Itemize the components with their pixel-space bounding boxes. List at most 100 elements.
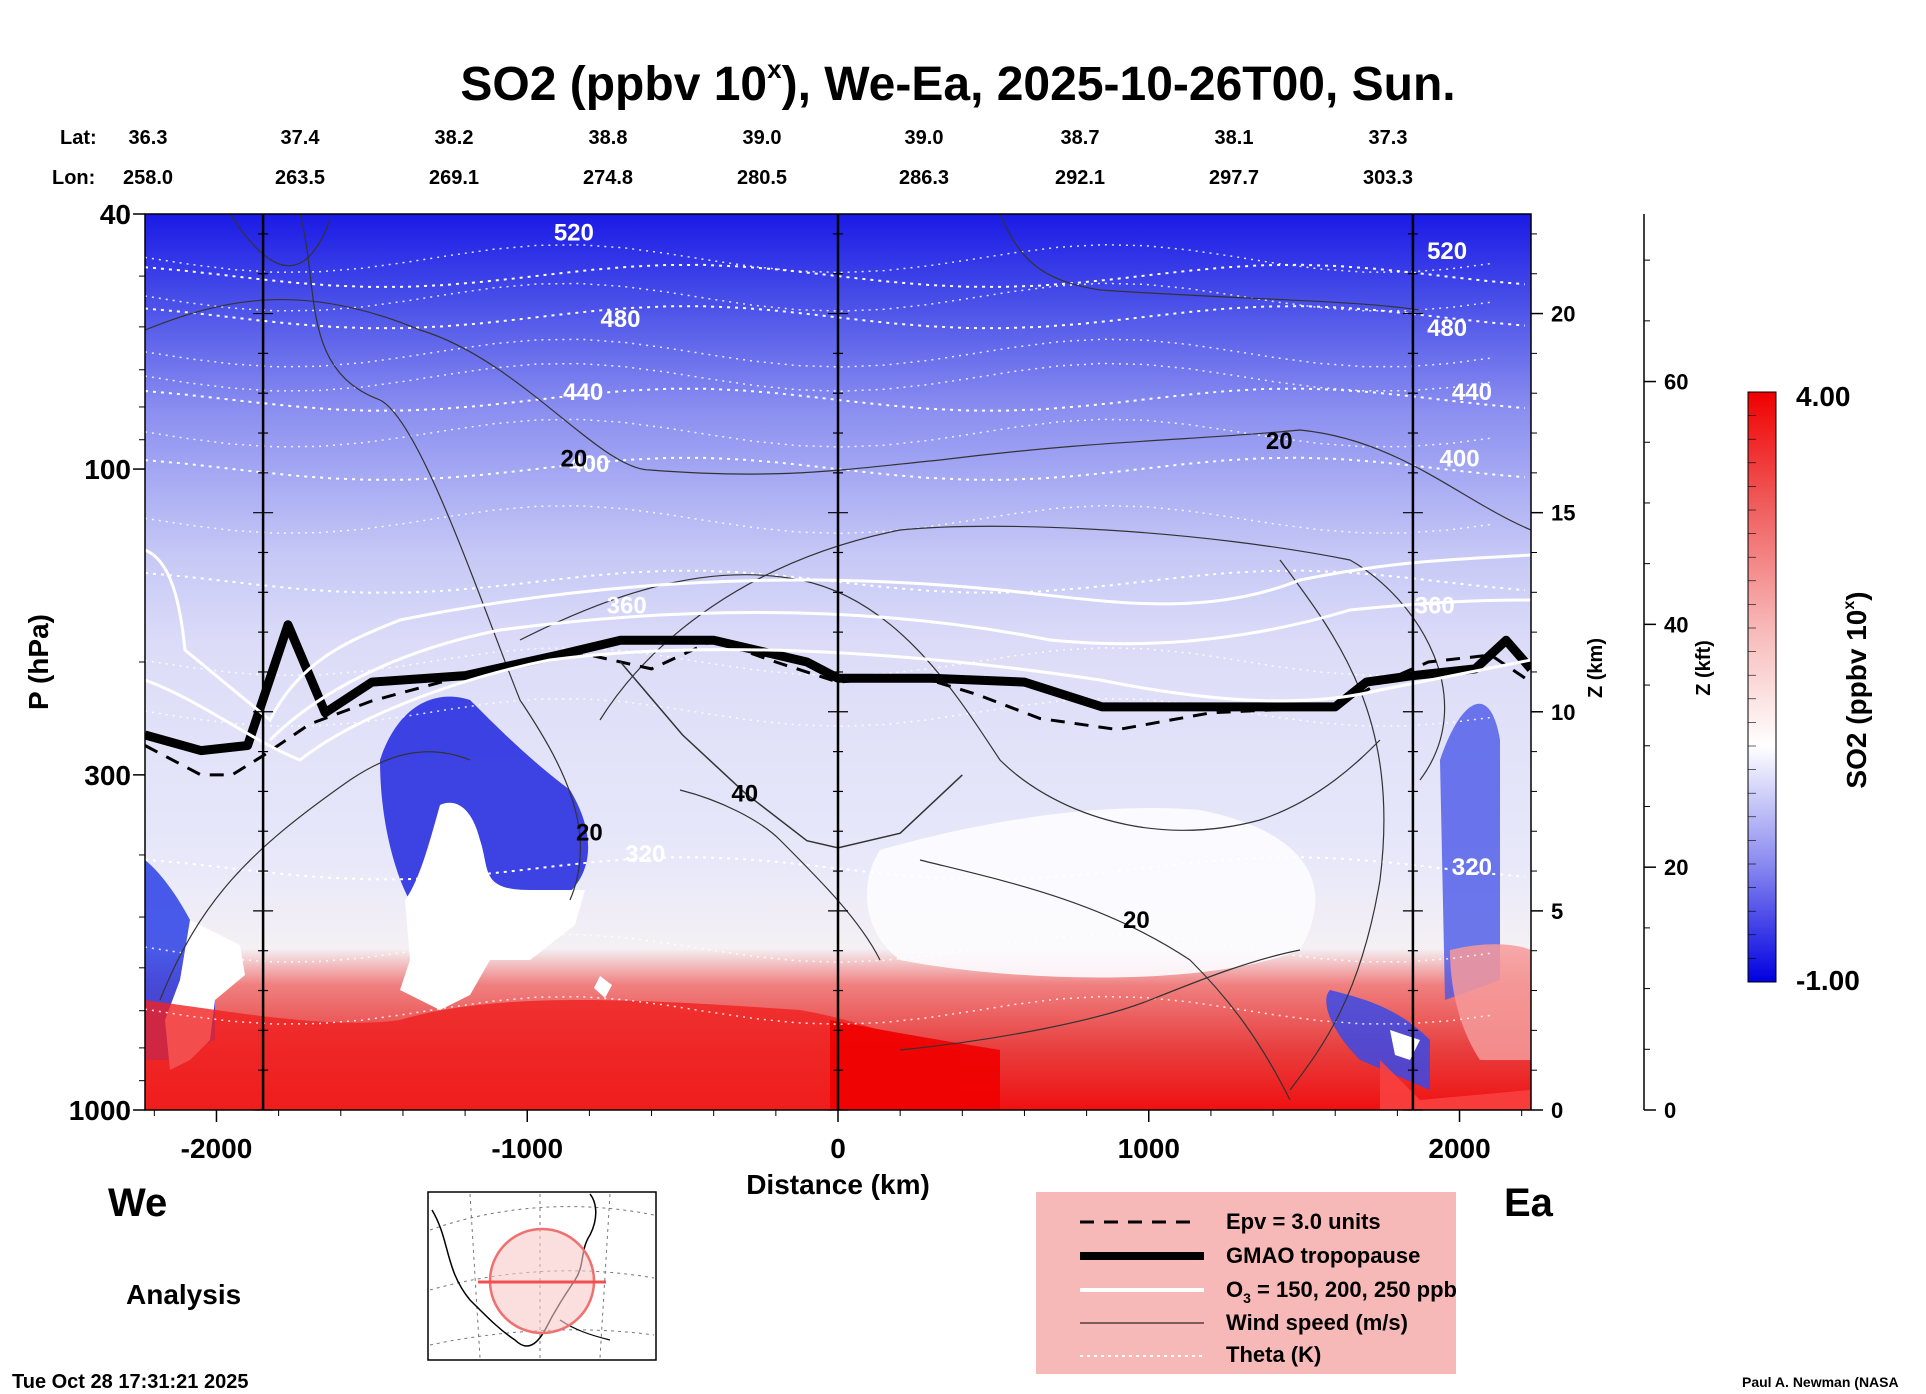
analysis-label: Analysis (126, 1279, 241, 1310)
lat-value: 37.4 (281, 127, 321, 149)
theta-line (145, 243, 1494, 274)
theta-lines (145, 243, 1525, 1026)
theta-line (145, 263, 1525, 288)
timestamp: Tue Oct 28 17:31:21 2025 (12, 1371, 248, 1393)
legend-label-tropopause: GMAO tropopause (1226, 1243, 1420, 1268)
wind-contour-label: 20 (1266, 428, 1293, 455)
theta-line (145, 933, 1494, 963)
y-tick-label: 40 (100, 199, 131, 230)
lat-label: Lat: (60, 127, 97, 149)
theta-line (145, 338, 1494, 368)
y-axis-label: P (hPa) (23, 614, 54, 710)
x-tick-label: -1000 (491, 1133, 563, 1164)
lon-value: 280.5 (737, 167, 787, 189)
theta-contour-label: 400 (1440, 445, 1480, 472)
lon-value: 269.1 (429, 167, 479, 189)
theta-contour-label: 360 (607, 592, 647, 619)
z-kft-tick-label: 40 (1664, 612, 1688, 637)
z-kft-axis: 0 20 40 60 (1644, 259, 1688, 1123)
z-km-tick-label: 20 (1551, 302, 1575, 327)
vertical-section-lines (253, 214, 1423, 1111)
theta-line (145, 647, 1494, 677)
theta-line (145, 569, 1525, 594)
lat-value: 38.2 (435, 127, 474, 149)
wind-contour-label: 20 (1123, 907, 1150, 934)
lon-value: 303.3 (1363, 167, 1413, 189)
lat-value: 39.0 (905, 127, 944, 149)
x-tick-label: 0 (830, 1133, 846, 1164)
x-tick-label: 1000 (1118, 1133, 1180, 1164)
theta-contour-label: 520 (1427, 238, 1467, 265)
y-tick-label: 300 (84, 760, 131, 791)
y-tick-label: 100 (84, 454, 131, 485)
west-label: We (108, 1181, 167, 1225)
legend-label-wind: Wind speed (m/s) (1226, 1310, 1408, 1335)
colorbar-min-label: -1.00 (1796, 965, 1860, 996)
x-axis: -2000 -1000 0 1000 2000 (153, 1110, 1523, 1164)
theta-contour-label: 320 (1452, 854, 1492, 881)
colorbar-label: SO2 (ppbv 10x) (1841, 591, 1872, 788)
z-km-axis: 0 5 10 15 20 (1531, 233, 1575, 1123)
y-axis: 40 100 300 1000 (69, 199, 145, 1126)
theta-contour-label: 360 (1415, 592, 1455, 619)
theta-line (145, 697, 1494, 728)
legend: Epv = 3.0 units GMAO tropopause O3 = 150… (1036, 1192, 1457, 1374)
theta-line (145, 387, 1525, 412)
lat-value: 37.3 (1369, 127, 1408, 149)
x-tick-label: -2000 (181, 1133, 253, 1164)
lat-value: 39.0 (743, 127, 782, 149)
colorbar-max-label: 4.00 (1796, 381, 1851, 412)
lon-value: 263.5 (275, 167, 325, 189)
theta-line (145, 856, 1525, 881)
inset-map (427, 1191, 657, 1361)
chart-title: SO2 (ppbv 10x), We-Ea, 2025-10-26T00, Su… (460, 54, 1455, 111)
lon-value: 286.3 (899, 167, 949, 189)
lon-value: 274.8 (583, 167, 633, 189)
wind-contour-label: 20 (576, 820, 603, 847)
z-kft-tick-label: 60 (1664, 370, 1688, 395)
theta-contour-label: 400 (569, 451, 609, 478)
lat-lon-header: Lat: Lon: 36.3 37.4 38.2 38.8 39.0 39.0 38.7 38… (52, 127, 1413, 189)
lat-value: 38.1 (1215, 127, 1254, 149)
theta-contour-label: 480 (600, 306, 640, 333)
credit: Paul A. Newman (NASA (1742, 1374, 1899, 1390)
colorbar: 4.00 -1.00 SO2 (ppbv 10x) (1747, 381, 1872, 996)
z-km-tick-label: 10 (1551, 700, 1575, 725)
legend-label-epv: Epv = 3.0 units (1226, 1209, 1381, 1234)
red-band-center (830, 1020, 1000, 1110)
lon-value: 297.7 (1209, 167, 1259, 189)
blue-plume-east (1326, 990, 1430, 1090)
z-kft-tick-label: 0 (1664, 1098, 1676, 1123)
z-km-tick-label: 5 (1551, 899, 1563, 924)
lat-value: 38.8 (589, 127, 628, 149)
legend-label-ozone: O3 = 150, 200, 250 ppb (1226, 1277, 1457, 1306)
theta-line (145, 305, 1525, 330)
theta-contour-label: 440 (563, 379, 603, 406)
z-kft-axis-label: Z (kft) (1693, 640, 1715, 696)
theta-line (145, 282, 1494, 312)
lat-value: 36.3 (129, 127, 168, 149)
plot-area: 5204804404002036040203202020520480440400… (144, 213, 1532, 1111)
east-label: Ea (1504, 1181, 1554, 1225)
lon-label: Lon: (52, 167, 95, 189)
colorbar-gradient (1747, 391, 1777, 983)
field-features (145, 696, 1531, 1110)
theta-line (145, 418, 1494, 448)
ozone-lines (145, 548, 1531, 762)
wind-contour-label: 20 (561, 445, 588, 472)
z-km-axis-label: Z (km) (1585, 638, 1607, 698)
theta-line (145, 504, 1494, 535)
lat-value: 38.7 (1061, 127, 1100, 149)
theta-contour-label: 480 (1427, 315, 1467, 342)
blue-plume-east-upper (1440, 703, 1500, 1000)
pink-region-east (1450, 944, 1531, 1060)
x-tick-label: 2000 (1428, 1133, 1490, 1164)
red-band-east (1380, 1060, 1531, 1110)
white-region-1 (400, 802, 585, 1010)
z-kft-tick-label: 20 (1664, 855, 1688, 880)
theta-contour-label: 440 (1452, 379, 1492, 406)
white-dot (594, 976, 612, 998)
y-tick-label: 1000 (69, 1095, 131, 1126)
wind-40-contour (619, 661, 963, 849)
